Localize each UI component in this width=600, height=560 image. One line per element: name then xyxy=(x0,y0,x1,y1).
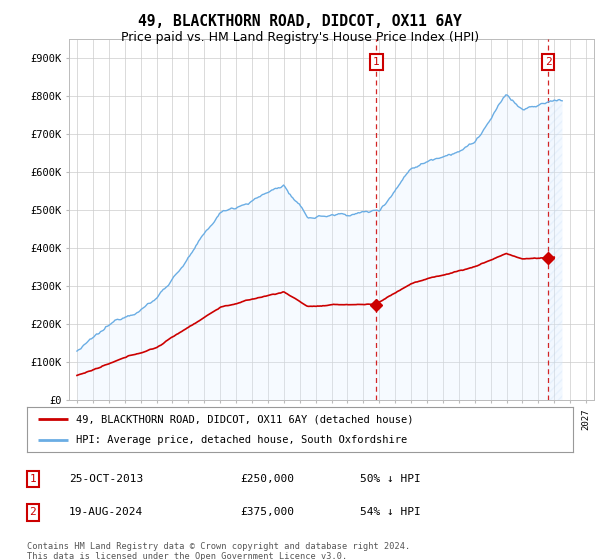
Text: 54% ↓ HPI: 54% ↓ HPI xyxy=(360,507,421,517)
Text: 25-OCT-2013: 25-OCT-2013 xyxy=(69,474,143,484)
Text: 49, BLACKTHORN ROAD, DIDCOT, OX11 6AY (detached house): 49, BLACKTHORN ROAD, DIDCOT, OX11 6AY (d… xyxy=(76,414,413,424)
Text: 2: 2 xyxy=(29,507,37,517)
Text: 1: 1 xyxy=(29,474,37,484)
Text: 19-AUG-2024: 19-AUG-2024 xyxy=(69,507,143,517)
Text: 2: 2 xyxy=(545,57,552,67)
Text: 1: 1 xyxy=(373,57,380,67)
Text: £375,000: £375,000 xyxy=(240,507,294,517)
Text: Contains HM Land Registry data © Crown copyright and database right 2024.
This d: Contains HM Land Registry data © Crown c… xyxy=(27,542,410,560)
Text: £250,000: £250,000 xyxy=(240,474,294,484)
Text: 49, BLACKTHORN ROAD, DIDCOT, OX11 6AY: 49, BLACKTHORN ROAD, DIDCOT, OX11 6AY xyxy=(138,14,462,29)
Text: Price paid vs. HM Land Registry's House Price Index (HPI): Price paid vs. HM Land Registry's House … xyxy=(121,31,479,44)
Text: 50% ↓ HPI: 50% ↓ HPI xyxy=(360,474,421,484)
Text: HPI: Average price, detached house, South Oxfordshire: HPI: Average price, detached house, Sout… xyxy=(76,435,407,445)
